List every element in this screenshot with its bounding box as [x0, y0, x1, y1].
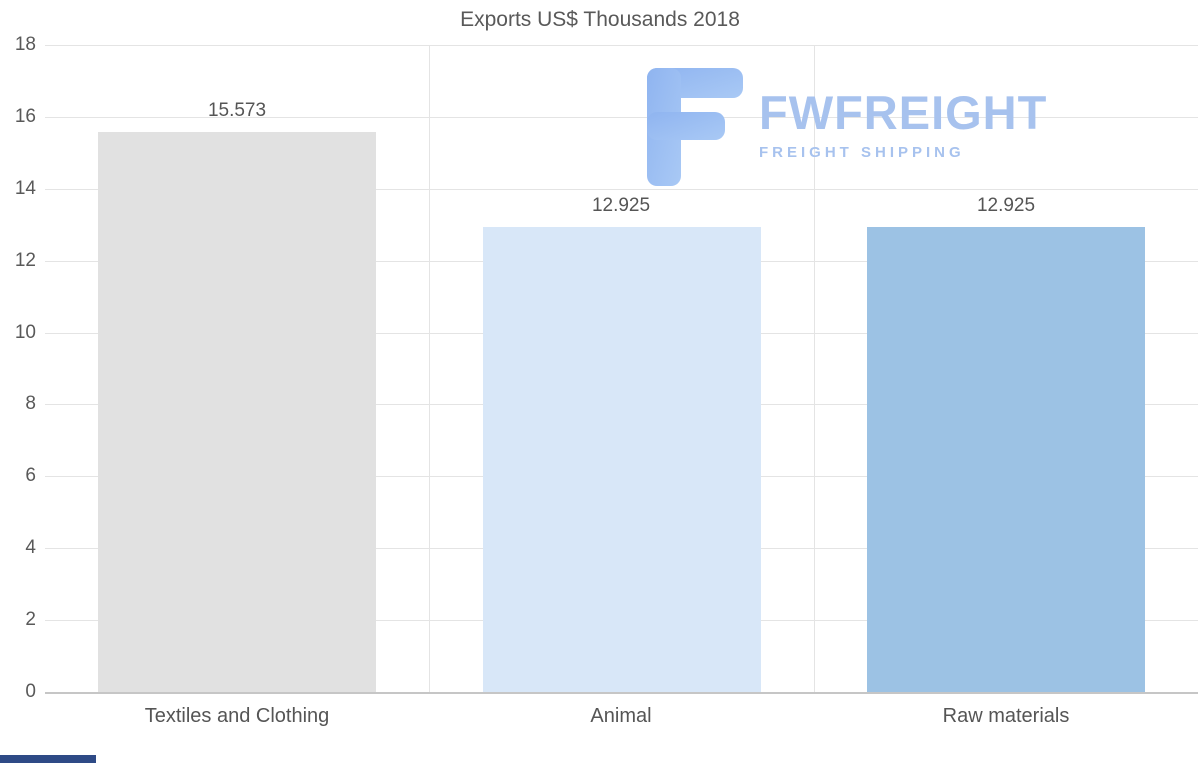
scrollbar-thumb[interactable]	[0, 755, 96, 763]
watermark: FWFREIGHT FREIGHT SHIPPING	[645, 68, 1063, 186]
x-category-label: Raw materials	[942, 705, 1070, 727]
y-tick-label: 0	[25, 681, 36, 702]
gridline	[45, 45, 1198, 46]
y-tick-label: 12	[14, 249, 36, 271]
bar	[98, 132, 376, 692]
watermark-brand: FWFREIGHT	[759, 86, 1048, 139]
x-category-label: Textiles and Clothing	[144, 705, 330, 727]
watermark-text: FWFREIGHT FREIGHT SHIPPING	[759, 68, 1063, 161]
bar	[867, 227, 1145, 692]
bar-value-label: 12.925	[976, 195, 1036, 216]
y-tick-label: 8	[25, 393, 36, 415]
gridline	[814, 45, 815, 692]
bar-value-label: 12.925	[591, 195, 651, 216]
y-tick-label: 18	[14, 34, 36, 55]
y-tick-label: 16	[14, 105, 36, 127]
gridline	[45, 188, 1198, 190]
y-tick-label: 2	[25, 609, 36, 631]
bar-value-label: 15.573	[207, 100, 267, 121]
x-category-label: Animal	[590, 705, 652, 727]
gridline	[429, 45, 430, 692]
y-tick-label: 14	[14, 177, 36, 199]
plot-area: 15.573 12.925 12.925	[45, 45, 1198, 694]
gridline	[45, 116, 1198, 118]
y-tick-label: 10	[14, 321, 36, 343]
fwfreight-logo-icon	[647, 68, 743, 186]
y-tick-label: 4	[25, 537, 36, 559]
chart-title: Exports US$ Thousands 2018	[460, 8, 740, 31]
bar	[483, 227, 761, 692]
watermark-tagline: FREIGHT SHIPPING	[759, 144, 965, 162]
y-tick-label: 6	[25, 465, 36, 487]
